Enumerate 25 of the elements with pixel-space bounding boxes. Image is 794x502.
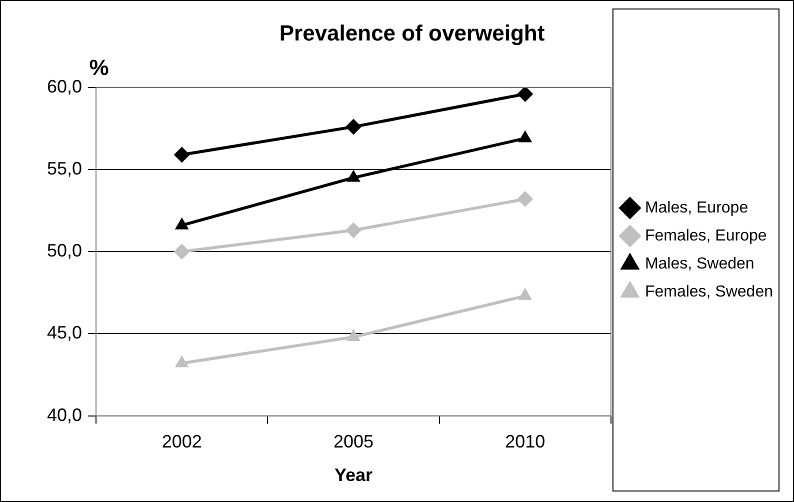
legend-label: Males, Sweden xyxy=(644,255,754,272)
point xyxy=(517,191,534,208)
point xyxy=(174,355,189,368)
y-axis-title: % xyxy=(89,55,109,80)
y-tick-label: 45,0 xyxy=(46,322,82,343)
x-tick-label: 2002 xyxy=(162,432,202,452)
x-tick-label: 2005 xyxy=(333,432,374,452)
legend-label: Males, Europe xyxy=(644,199,748,216)
point xyxy=(345,118,362,135)
legend-label: Females, Europe xyxy=(644,227,767,244)
point xyxy=(346,328,360,341)
y-tick-label: 40,0 xyxy=(46,404,82,425)
point xyxy=(174,146,190,163)
y-tick-label: 55,0 xyxy=(46,158,82,178)
point xyxy=(345,222,362,238)
point xyxy=(518,288,532,300)
point xyxy=(174,217,189,230)
x-tick-label: 2010 xyxy=(505,432,546,452)
x-axis-title: Year xyxy=(334,465,373,486)
point xyxy=(174,244,190,260)
point xyxy=(517,87,534,102)
y-tick-label: 60,0 xyxy=(46,76,82,96)
legend-label: Females, Sweden xyxy=(644,283,773,300)
y-tick-label: 50,0 xyxy=(46,240,82,261)
chart-title: Prevalence of overweight xyxy=(279,20,546,46)
